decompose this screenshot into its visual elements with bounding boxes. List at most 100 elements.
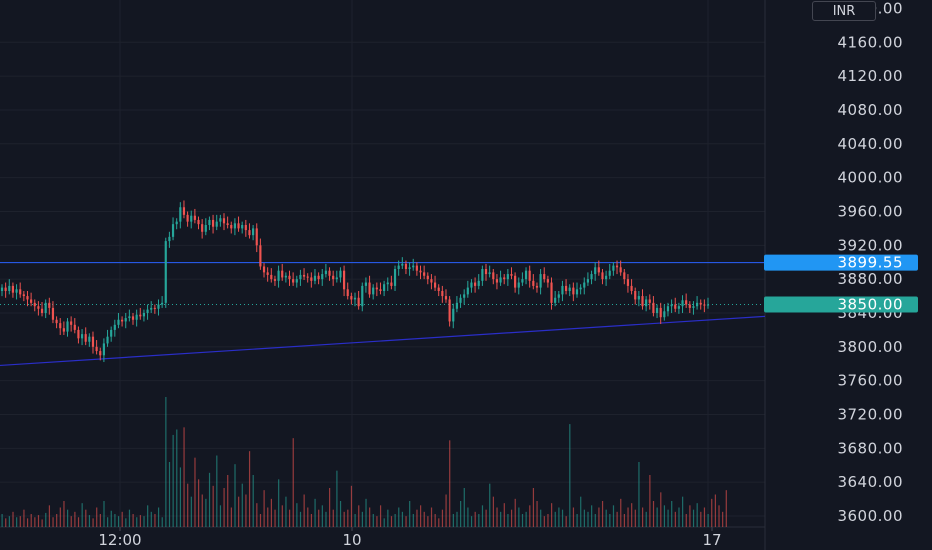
volume-bar — [238, 496, 240, 527]
candle-body — [655, 307, 659, 313]
candle-body — [554, 297, 557, 303]
volume-bar — [187, 483, 189, 527]
candle-body — [528, 270, 531, 281]
candle-body — [368, 282, 371, 295]
candle-body — [543, 274, 546, 280]
volume-bar — [292, 438, 294, 527]
volume-bar — [92, 518, 94, 527]
candle-body — [310, 277, 313, 281]
volume-bar — [652, 501, 655, 527]
y-tick-label: 3680.00 — [837, 439, 903, 457]
volume-bar — [620, 498, 622, 527]
volume-bar — [703, 507, 706, 527]
volume-bar — [336, 470, 338, 527]
candle-body — [579, 287, 582, 290]
candle-body — [273, 279, 277, 281]
volume-bar — [616, 511, 618, 527]
candle-body — [131, 316, 135, 320]
volume-bar — [518, 507, 520, 527]
candle-body — [266, 272, 269, 275]
candle-body — [230, 225, 233, 229]
price-tag-3899.55 — [764, 254, 918, 271]
price-tag-label: 3899.55 — [837, 254, 903, 272]
candle-body — [495, 279, 499, 283]
volume-bar — [612, 505, 615, 527]
volume-bar — [139, 515, 141, 527]
volume-bar — [172, 434, 174, 527]
candle-body — [193, 215, 196, 220]
volume-bar — [387, 509, 389, 527]
volume-bar — [507, 514, 509, 527]
candle-body — [182, 207, 186, 215]
candle-body — [150, 307, 153, 310]
candle-body — [157, 304, 160, 309]
volume-bar — [143, 516, 145, 527]
candle-body — [634, 290, 637, 300]
candle-body — [695, 302, 699, 307]
candle-body — [66, 321, 69, 332]
candle-body — [306, 276, 309, 278]
candle-body — [295, 279, 298, 283]
volume-bar — [372, 514, 374, 527]
volume-bar — [329, 488, 331, 527]
candle-body — [313, 275, 317, 281]
volume-bar — [150, 511, 152, 527]
volume-bar — [460, 501, 462, 527]
volume-bar — [485, 509, 487, 527]
volume-bar — [8, 516, 10, 527]
candle-body — [211, 219, 215, 227]
volume-bar — [241, 483, 243, 527]
volume-bar — [1, 514, 3, 527]
currency-button[interactable]: INR — [812, 1, 876, 21]
candle-body — [590, 274, 593, 280]
candle-body — [670, 304, 673, 307]
y-tick-label: 4160.00 — [837, 33, 903, 51]
candle-body — [353, 297, 357, 300]
volume-bar — [383, 518, 385, 527]
volume-bar — [601, 501, 604, 527]
candle-body — [372, 287, 375, 295]
volume-bar — [85, 509, 87, 527]
candle-body — [106, 336, 109, 344]
volume-bar — [26, 518, 29, 527]
candle-body — [626, 279, 630, 286]
candle-body — [659, 307, 662, 318]
candle-body — [408, 267, 411, 269]
volume-bar — [245, 494, 247, 527]
candle-body — [219, 218, 222, 222]
candle-body — [681, 300, 684, 307]
candle-body — [302, 274, 306, 277]
volume-bar — [456, 511, 458, 527]
candle-body — [412, 265, 415, 268]
volume-bar — [623, 514, 625, 527]
volume-bar — [296, 503, 298, 527]
y-tick-label: 3720.00 — [837, 405, 903, 423]
candle-body — [190, 215, 193, 222]
volume-bar — [390, 516, 393, 527]
candle-body — [4, 287, 7, 291]
volume-bar — [285, 496, 287, 527]
volume-bar — [678, 507, 680, 527]
volume-bar — [347, 509, 349, 527]
y-tick-label: 4120.00 — [837, 67, 903, 85]
volume-bar — [267, 507, 269, 527]
candle-body — [572, 287, 575, 295]
volume-bar — [52, 517, 54, 527]
volume-bar — [358, 505, 360, 527]
volume-bar — [19, 516, 21, 527]
volume-bar — [208, 472, 211, 527]
candle-body — [546, 279, 549, 283]
candle-body — [342, 270, 346, 290]
volume-bar — [77, 517, 80, 527]
volume-bar — [230, 507, 232, 527]
volume-bar — [470, 516, 473, 527]
volume-bar — [307, 507, 309, 527]
volume-bar — [521, 514, 524, 527]
volume-bar — [671, 501, 673, 527]
candle-body — [248, 230, 251, 236]
volume-bar — [318, 509, 320, 527]
candle-body — [423, 272, 426, 276]
volume-bar — [591, 505, 593, 527]
volume-bar — [45, 512, 47, 527]
